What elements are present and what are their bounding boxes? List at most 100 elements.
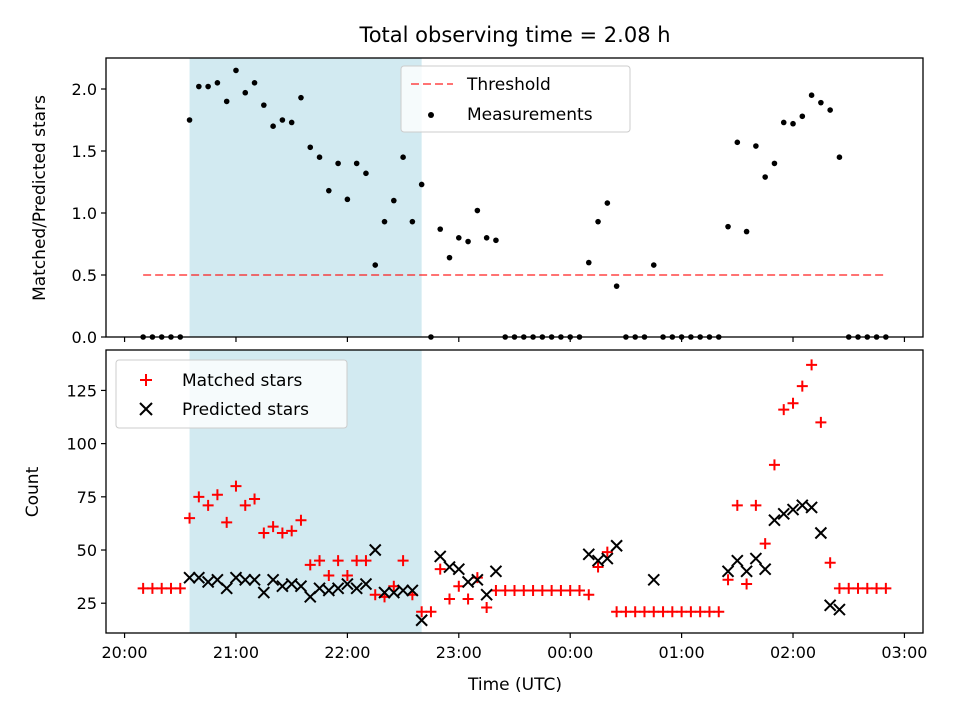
data-point	[611, 606, 623, 618]
data-point	[731, 499, 743, 511]
data-point	[344, 196, 351, 203]
data-point	[391, 197, 397, 204]
data-point	[409, 218, 416, 225]
data-point	[610, 539, 623, 552]
data-point	[387, 586, 401, 599]
x-tick-label: 01:00	[659, 643, 705, 662]
data-point	[332, 555, 344, 567]
data-point	[174, 582, 186, 594]
y-axis-label-bottom: Count	[23, 466, 43, 517]
data-point	[481, 601, 493, 613]
data-point	[220, 582, 233, 595]
data-point	[400, 154, 406, 160]
data-point	[267, 521, 279, 533]
legend-swatch-measurements	[428, 112, 434, 118]
data-point	[229, 571, 243, 584]
panel-star-counts: Count Time (UTC) 25 50 75 100 125 20:00 21:00 2…	[23, 349, 927, 695]
legend-label-matched-stars: Matched stars	[182, 371, 302, 391]
x-tick-label: 22:00	[324, 643, 370, 662]
data-point	[743, 228, 750, 235]
data-point	[638, 606, 650, 618]
data-point	[221, 516, 233, 528]
chart-title: Total observing time = 2.08 h	[358, 23, 670, 47]
data-point	[771, 160, 778, 167]
data-point	[768, 514, 781, 527]
data-point	[331, 582, 345, 595]
legend-top: Threshold Measurements	[400, 65, 631, 133]
data-point	[592, 561, 604, 573]
legend-box-bottom	[115, 359, 348, 429]
data-point	[880, 582, 892, 594]
data-point	[360, 555, 372, 567]
shaded-interval	[189, 58, 422, 337]
data-point	[836, 154, 843, 160]
y-tick-label: 0.0	[72, 328, 97, 347]
y-axis-label-top: Matched/Predicted stars	[30, 95, 50, 301]
data-point	[762, 174, 768, 180]
legend-swatch-predicted-stars	[139, 402, 153, 416]
data-point	[499, 584, 511, 596]
legend-box-top	[400, 65, 631, 133]
data-point	[750, 499, 762, 511]
data-point	[276, 579, 289, 593]
data-point	[183, 571, 196, 584]
data-point	[722, 574, 734, 586]
y-tick-label: 100	[66, 435, 97, 454]
data-point	[777, 507, 790, 521]
data-point	[396, 584, 410, 597]
data-point	[205, 83, 211, 90]
data-point	[249, 493, 261, 505]
data-point	[474, 207, 481, 214]
data-point	[780, 119, 787, 126]
data-point	[741, 578, 753, 590]
data-point	[341, 577, 354, 591]
data-point	[434, 563, 446, 575]
y-tick-label: 25	[77, 594, 97, 613]
data-point	[307, 144, 314, 151]
data-point	[251, 80, 258, 86]
data-point	[288, 119, 295, 126]
y-tick-label: 125	[66, 381, 97, 400]
data-point	[381, 218, 388, 225]
data-point	[806, 359, 818, 371]
data-point	[322, 584, 336, 597]
data-point	[146, 582, 158, 594]
data-point	[350, 582, 363, 595]
data-point	[351, 555, 363, 567]
data-point	[509, 584, 520, 596]
data-point	[304, 559, 316, 571]
data-point	[808, 92, 815, 98]
data-point	[186, 117, 193, 123]
data-point	[341, 570, 353, 582]
data-point	[824, 557, 836, 569]
data-point	[313, 582, 326, 595]
series-predicted-stars	[183, 499, 846, 627]
data-point	[814, 526, 828, 540]
data-point	[613, 283, 620, 289]
y-tick-label: 50	[77, 541, 97, 560]
y-tick-label: 0.5	[72, 266, 97, 285]
data-point	[230, 480, 242, 492]
data-point	[546, 584, 558, 596]
data-point	[629, 606, 641, 618]
data-point	[666, 606, 678, 618]
legend-bottom: Matched stars Predicted stars	[115, 359, 348, 429]
data-point	[796, 499, 809, 512]
x-tick-label: 23:00	[436, 643, 482, 662]
data-point	[759, 538, 771, 550]
data-point	[740, 565, 753, 578]
data-point	[647, 573, 660, 587]
data-point	[326, 187, 332, 194]
data-point	[604, 200, 611, 206]
plot-layer-top	[140, 58, 889, 340]
data-point	[758, 562, 772, 576]
data-point	[725, 223, 731, 230]
data-point	[214, 80, 221, 86]
y-tick-label: 1.0	[72, 204, 97, 223]
data-point	[359, 577, 373, 591]
data-point	[248, 573, 261, 587]
data-point	[378, 586, 391, 599]
data-point	[827, 107, 833, 113]
data-point	[270, 123, 276, 129]
